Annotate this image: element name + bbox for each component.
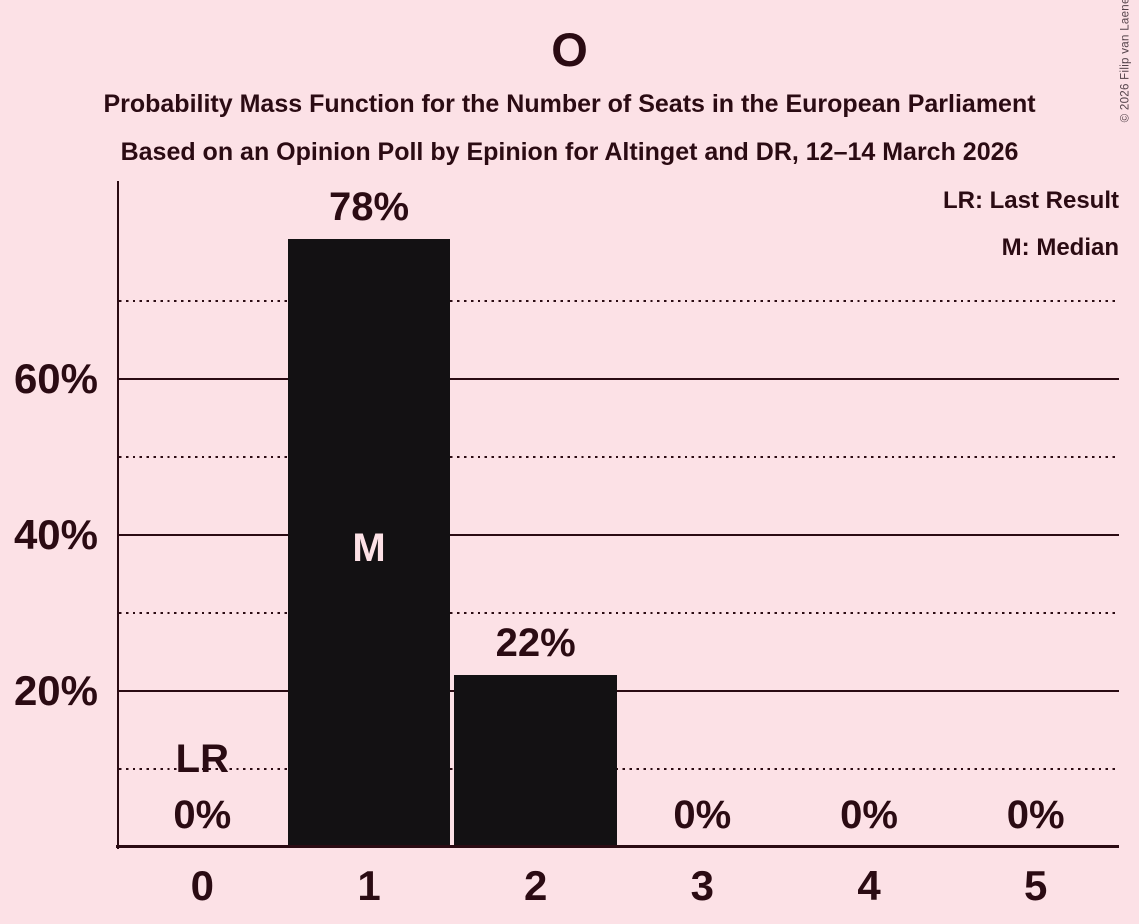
x-tick-label-seats-4: 4 (857, 862, 881, 909)
gridline-dotted-70pct (119, 299, 1119, 303)
last-result-marker: LR (175, 737, 229, 781)
median-marker: M (352, 525, 386, 570)
chart-subtitle-line1: Probability Mass Function for the Number… (103, 90, 1036, 118)
value-label-seats-3: 0% (673, 793, 732, 837)
y-tick-label-20pct: 20% (13, 667, 98, 714)
chart-subtitle-line2: Based on an Opinion Poll by Epinion for … (120, 138, 1019, 166)
value-label-seats-1: 78% (328, 184, 410, 229)
plot-area: 0% 78% 22% 0% 0% 0% LR M (116, 181, 1119, 849)
x-tick-label-seats-5: 5 (1023, 862, 1048, 909)
gridline-solid-20pct (119, 690, 1119, 692)
gridline-dotted-10pct (119, 767, 1119, 771)
gridline-dotted-50pct (119, 455, 1119, 459)
value-label-seats-5: 0% (1006, 793, 1065, 837)
legend-median: M: Median (1001, 234, 1119, 261)
x-tick-label-seats-3: 3 (690, 862, 714, 909)
y-tick-label-60pct: 60% (13, 355, 98, 402)
y-tick-label-40pct: 40% (13, 511, 98, 558)
bar-seats-2 (454, 675, 617, 847)
copyright-notice: © 2026 Filip van Laenen (1119, 0, 1132, 123)
x-tick-label-seats-2: 2 (523, 862, 548, 909)
y-axis-line (116, 181, 119, 849)
gridline-dotted-30pct (119, 611, 1119, 615)
value-label-seats-0: 0% (173, 793, 232, 837)
bar-seats-1 (287, 238, 451, 847)
value-label-seats-2: 22% (495, 621, 576, 666)
chart-title: O (551, 23, 588, 76)
legend-last-result: LR: Last Result (942, 187, 1119, 214)
x-axis-line (116, 845, 1119, 848)
x-tick-label-seats-0: 0 (190, 862, 214, 909)
gridline-solid-40pct (119, 534, 1119, 536)
gridline-solid-60pct (119, 378, 1119, 380)
value-label-seats-4: 0% (840, 793, 898, 837)
x-tick-label-seats-1: 1 (357, 862, 381, 909)
